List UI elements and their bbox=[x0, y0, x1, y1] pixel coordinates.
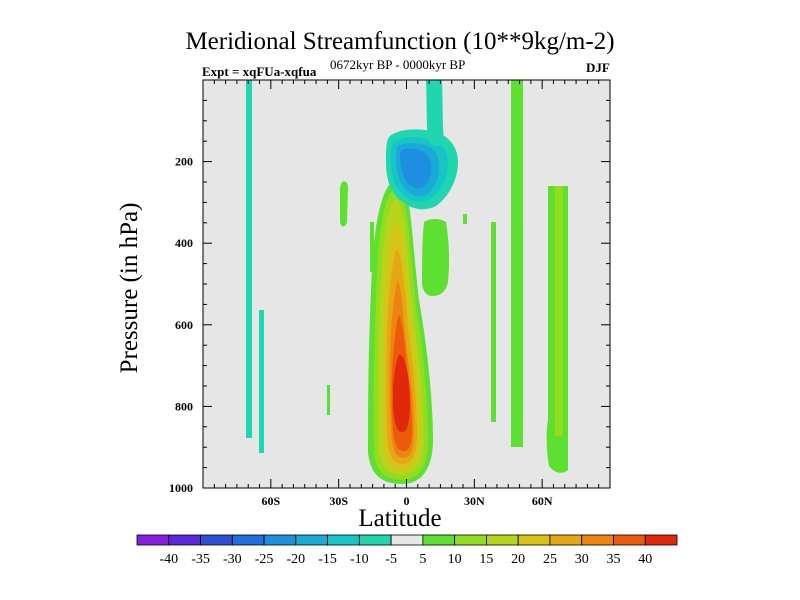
y-tick-label: 400 bbox=[175, 236, 193, 250]
colorbar-swatch bbox=[200, 534, 233, 546]
colorbar-swatch bbox=[390, 534, 424, 546]
colorbar-label: 30 bbox=[575, 552, 589, 567]
southern-stripe-63s bbox=[259, 310, 264, 453]
colorbar-label: 15 bbox=[479, 552, 493, 567]
colorbar-label: -30 bbox=[223, 552, 242, 567]
colorbar-label: 10 bbox=[448, 552, 462, 567]
colorbar-label: -5 bbox=[385, 552, 397, 567]
northern-stripe-66n-inner bbox=[555, 186, 563, 436]
x-axis-label: Latitude bbox=[358, 505, 442, 532]
colorbar-label: 5 bbox=[419, 552, 426, 567]
colorbar-swatch bbox=[231, 534, 265, 546]
small-positive-patch-23s bbox=[327, 385, 330, 415]
x-tick-label: 0 bbox=[404, 494, 410, 508]
colorbar-swatch bbox=[327, 534, 360, 546]
x-tick-label: 30S bbox=[329, 494, 348, 508]
colorbar-swatch bbox=[422, 534, 456, 546]
colorbar-label: -15 bbox=[318, 552, 337, 567]
small-positive-patch-28n bbox=[463, 214, 467, 224]
x-tick-label: 60N bbox=[532, 494, 553, 508]
colorbar-swatch bbox=[168, 534, 201, 546]
time-range-label: 0672kyr BP - 0000kyr BP bbox=[330, 57, 466, 72]
small-positive-patch-25s bbox=[370, 222, 374, 272]
x-tick-label: 30N bbox=[464, 494, 485, 508]
colorbar-swatch bbox=[581, 534, 614, 546]
colorbar-label: 35 bbox=[606, 552, 620, 567]
colorbar-swatch bbox=[263, 534, 297, 546]
x-tick-label: 60S bbox=[261, 494, 280, 508]
x-axis: 60S 30S 0 30N 60N bbox=[202, 80, 611, 508]
colorbar-swatch bbox=[644, 534, 678, 546]
chart-title: Meridional Streamfunction (10**9kg/m-2) bbox=[185, 28, 615, 55]
colorbar-swatch bbox=[549, 534, 583, 546]
northern-stripe-45n bbox=[511, 80, 523, 447]
negative-cell-band-20 bbox=[400, 148, 432, 189]
y-tick-label: 200 bbox=[175, 155, 193, 169]
colorbar-swatch bbox=[486, 534, 519, 546]
small-positive-patch-35s bbox=[340, 181, 348, 227]
colorbar-label: -20 bbox=[286, 552, 305, 567]
y-axis: 200 400 600 800 1000 bbox=[169, 79, 610, 495]
southern-stripe-70s bbox=[246, 80, 252, 438]
colorbar-label: -35 bbox=[191, 552, 210, 567]
colorbar-swatch bbox=[136, 534, 170, 546]
colorbar-label: -10 bbox=[350, 552, 369, 567]
y-tick-label: 1000 bbox=[169, 481, 193, 495]
colorbar-swatch bbox=[517, 534, 551, 546]
y-tick-label: 600 bbox=[175, 318, 193, 332]
positive-cell-band-40 bbox=[393, 354, 410, 432]
contour-fills bbox=[246, 80, 568, 485]
colorbar-swatch bbox=[454, 534, 487, 546]
colorbar-label: -40 bbox=[159, 552, 178, 567]
colorbar-label: 25 bbox=[543, 552, 557, 567]
small-positive-patch-36n bbox=[491, 222, 496, 422]
season-label: DJF bbox=[586, 60, 610, 75]
colorbar-swatch bbox=[295, 534, 328, 546]
colorbar-label: 40 bbox=[638, 552, 652, 567]
colorbar-swatch bbox=[613, 534, 646, 546]
equatorial-upper-stripe bbox=[426, 80, 444, 146]
colorbar-label: -25 bbox=[255, 552, 274, 567]
y-tick-label: 800 bbox=[175, 399, 193, 413]
colorbar-swatch bbox=[358, 534, 392, 546]
subtropical-positive-10n bbox=[422, 219, 450, 296]
colorbar: -40 -35 -30 -25 -20 -15 -10 -5 5 10 15 20 25 30 35 40 bbox=[136, 534, 678, 567]
experiment-label: Expt = xqFUa-xqfua bbox=[202, 64, 317, 79]
colorbar-label: 20 bbox=[511, 552, 525, 567]
